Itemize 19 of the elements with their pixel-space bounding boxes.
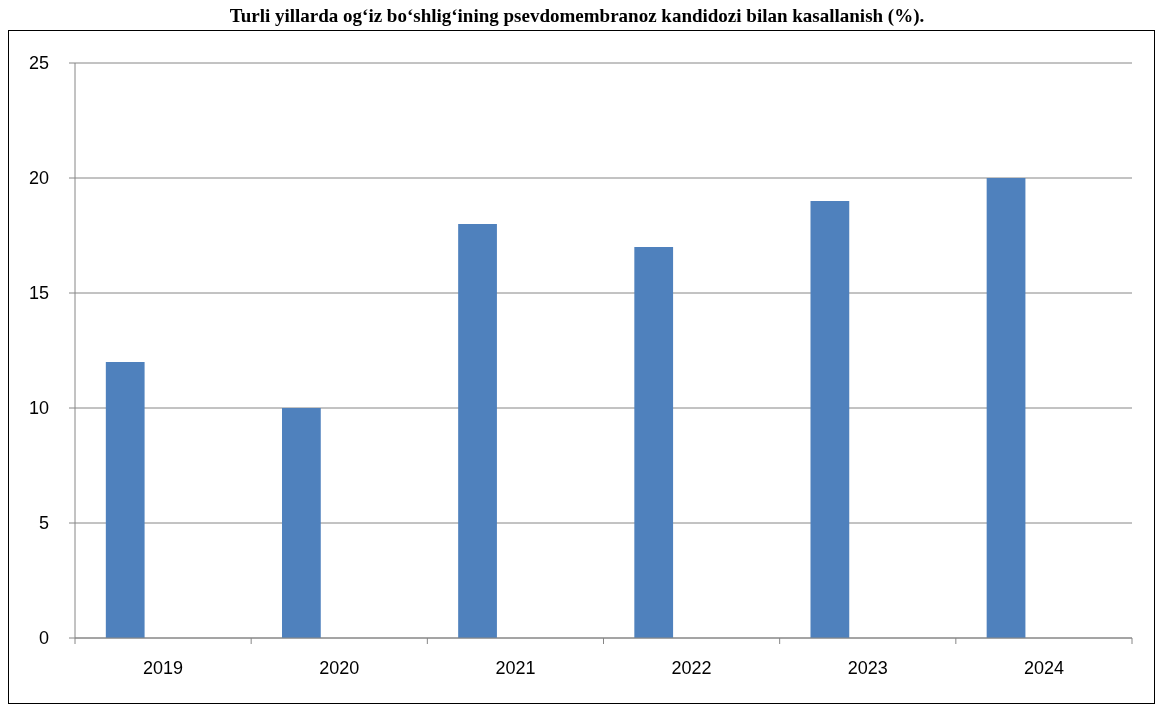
y-tick-label: 15	[28, 283, 49, 304]
bar	[634, 247, 674, 638]
x-tick-label: 2020	[319, 658, 360, 678]
y-tick-label: 10	[28, 398, 49, 419]
bar	[810, 201, 850, 638]
chart-title: Turli yillarda og‘iz bo‘shlig‘ining psevdomembranoz kandidozi bilan kasallanish (%).	[229, 5, 925, 27]
x-tick-label: 2024	[1023, 658, 1064, 678]
bar	[986, 178, 1026, 638]
bar	[458, 224, 497, 638]
y-tick-label: 5	[38, 513, 49, 534]
bar	[282, 408, 321, 638]
y-tick-label: 25	[28, 53, 49, 74]
y-tick-label: 20	[28, 168, 49, 189]
x-tick-label: 2021	[495, 658, 536, 678]
x-tick-label: 2019	[143, 658, 184, 678]
x-tick-label: 2022	[671, 658, 712, 678]
bar	[105, 362, 145, 638]
x-tick-label: 2023	[847, 658, 888, 678]
y-tick-label: 0	[38, 628, 49, 649]
